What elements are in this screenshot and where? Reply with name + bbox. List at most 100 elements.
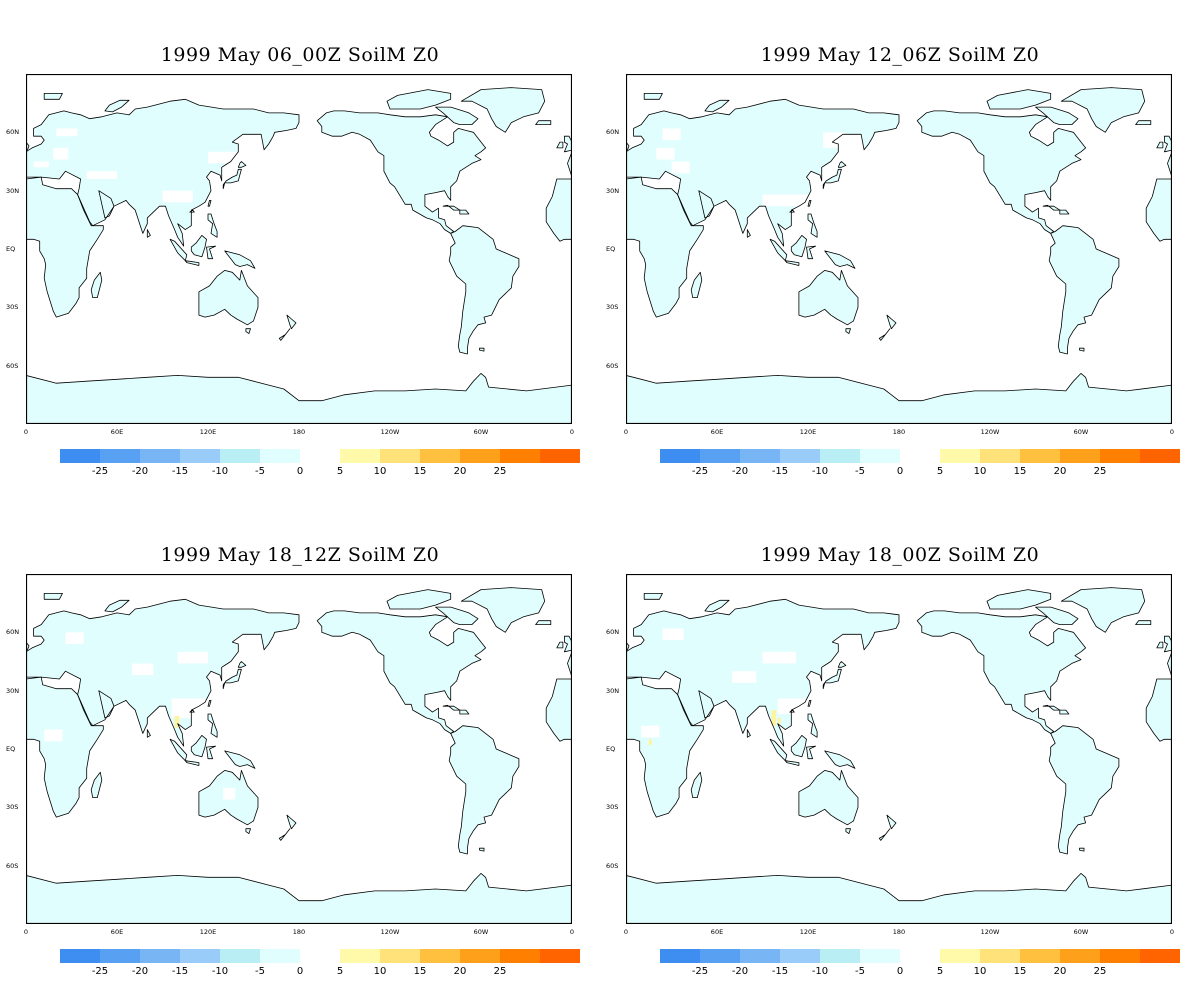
coastline-taiwan — [207, 700, 212, 707]
landmass-s_america-wrap — [1049, 225, 1119, 354]
landmass-madagascar — [91, 772, 102, 798]
coastline-philippines — [207, 213, 218, 238]
coastline-nz_south — [878, 328, 891, 341]
zero-patch — [762, 651, 796, 664]
colorbar-swatch — [340, 949, 380, 963]
coastline-baffin-wrap — [435, 106, 479, 125]
colorbar-swatch — [860, 949, 900, 963]
landmass-ireland-wrap — [556, 642, 563, 648]
landmass-eurasia-wrap — [567, 151, 572, 178]
colorbar-swatch — [260, 949, 300, 963]
colorbar-tick: 15 — [1013, 966, 1027, 977]
colorbar-tick: -5 — [855, 966, 865, 977]
landmass-sulawesi — [806, 746, 816, 759]
colorbar-tick: 10 — [373, 966, 387, 977]
colorbar-swatch — [980, 449, 1020, 463]
coastlines — [26, 587, 572, 924]
coastline-n_america-wrap — [916, 110, 1086, 234]
landmass-arctic_is-wrap — [387, 89, 451, 109]
zero-patch — [656, 147, 675, 160]
coastline-greenland-wrap — [460, 587, 546, 633]
latitude-label: 30S — [6, 803, 19, 812]
longitude-label: 0 — [1169, 928, 1175, 936]
colorbar-tick: 15 — [413, 466, 427, 477]
landmasses — [26, 587, 572, 924]
landmass-sumatra — [170, 739, 187, 761]
landmass-eurasia-wrap — [1167, 151, 1172, 178]
colorbar-positive — [940, 949, 1180, 963]
coastline-eurasia — [26, 598, 300, 747]
coastline-svalbard — [643, 93, 663, 100]
coastline-java — [184, 260, 200, 266]
zero-patch — [662, 128, 681, 141]
landmass-africa-wrap — [1146, 179, 1172, 242]
coastline-n_america-wrap — [916, 610, 1086, 734]
colorbar-tick: -25 — [91, 466, 109, 477]
colorbar-negative — [660, 449, 900, 463]
landmass-eurasia — [26, 99, 299, 247]
landmass-borneo — [791, 235, 807, 257]
coastline-greenland-wrap — [460, 87, 546, 133]
landmass-svalbard — [644, 593, 663, 600]
coastline-japan — [222, 668, 242, 690]
coastline-baffin-wrap — [1035, 106, 1079, 125]
coastline-sumatra — [169, 738, 188, 762]
zero-patch — [56, 128, 78, 137]
landmass-tasmania — [245, 828, 251, 834]
coastline-hainan — [789, 709, 795, 713]
landmass-tasmania — [845, 328, 851, 334]
longitude-label: 0 — [623, 428, 629, 436]
longitude-label: 180 — [292, 428, 306, 436]
longitude-label: 0 — [569, 428, 575, 436]
landmass-sumatra — [770, 239, 787, 261]
landmass-png — [224, 250, 255, 269]
map-layer — [26, 87, 572, 424]
colorbar-swatch — [140, 949, 180, 963]
longitude-label: 60W — [473, 428, 489, 436]
colorbar-swatch — [940, 449, 980, 463]
coastline-tasmania — [845, 828, 851, 834]
coastline-nz_north — [286, 814, 297, 830]
coastline-antarctica — [626, 873, 1172, 924]
coastline-hokkaido — [837, 661, 847, 668]
coastline-arctic_is-wrap — [386, 589, 452, 610]
value-patches — [33, 128, 254, 203]
coastline-nz_south — [878, 828, 891, 841]
colorbar-swatch — [540, 449, 580, 463]
coastline-novaya — [704, 99, 730, 113]
coastline-cuba-wrap — [442, 204, 461, 211]
landmass-falklands-wrap — [1079, 348, 1084, 352]
longitude-label: 0 — [623, 928, 629, 936]
latitude-label: EQ — [6, 745, 16, 753]
zero-patch — [162, 190, 193, 203]
landmass-antarctica — [626, 373, 1172, 424]
landmass-australia — [798, 270, 858, 325]
coastline-hispaniola-wrap — [1059, 209, 1070, 215]
coastline-srilanka — [146, 229, 151, 238]
zero-patch — [823, 334, 845, 341]
colorbar-tick: 10 — [373, 466, 387, 477]
landmass-falklands-wrap — [479, 848, 484, 852]
zero-patch — [777, 698, 812, 714]
colorbar-tick: -5 — [255, 466, 265, 477]
landmass-japan — [823, 169, 842, 189]
coastline-australia — [198, 270, 259, 326]
landmass-s_america-wrap — [1049, 725, 1119, 854]
coastline-africa-wrap — [1145, 678, 1172, 742]
colorbar-swatch — [1020, 449, 1060, 463]
landmass-madagascar — [91, 272, 102, 298]
coastline-iceland-wrap — [1135, 620, 1152, 625]
longitude-label: 120W — [380, 428, 400, 436]
zero-patch — [823, 132, 845, 148]
longitude-label: 120E — [799, 428, 817, 436]
zero-patch — [171, 698, 205, 718]
colorbar-swatch — [860, 449, 900, 463]
colorbar-swatch — [1140, 449, 1180, 463]
colorbar-positive — [940, 449, 1180, 463]
coastline-africa — [26, 676, 104, 818]
longitude-label: 0 — [1169, 428, 1175, 436]
longitude-label: 180 — [892, 428, 906, 436]
coastline-nz_north — [286, 314, 297, 330]
positive-patch — [648, 739, 652, 746]
colorbar-tick: 25 — [493, 466, 507, 477]
